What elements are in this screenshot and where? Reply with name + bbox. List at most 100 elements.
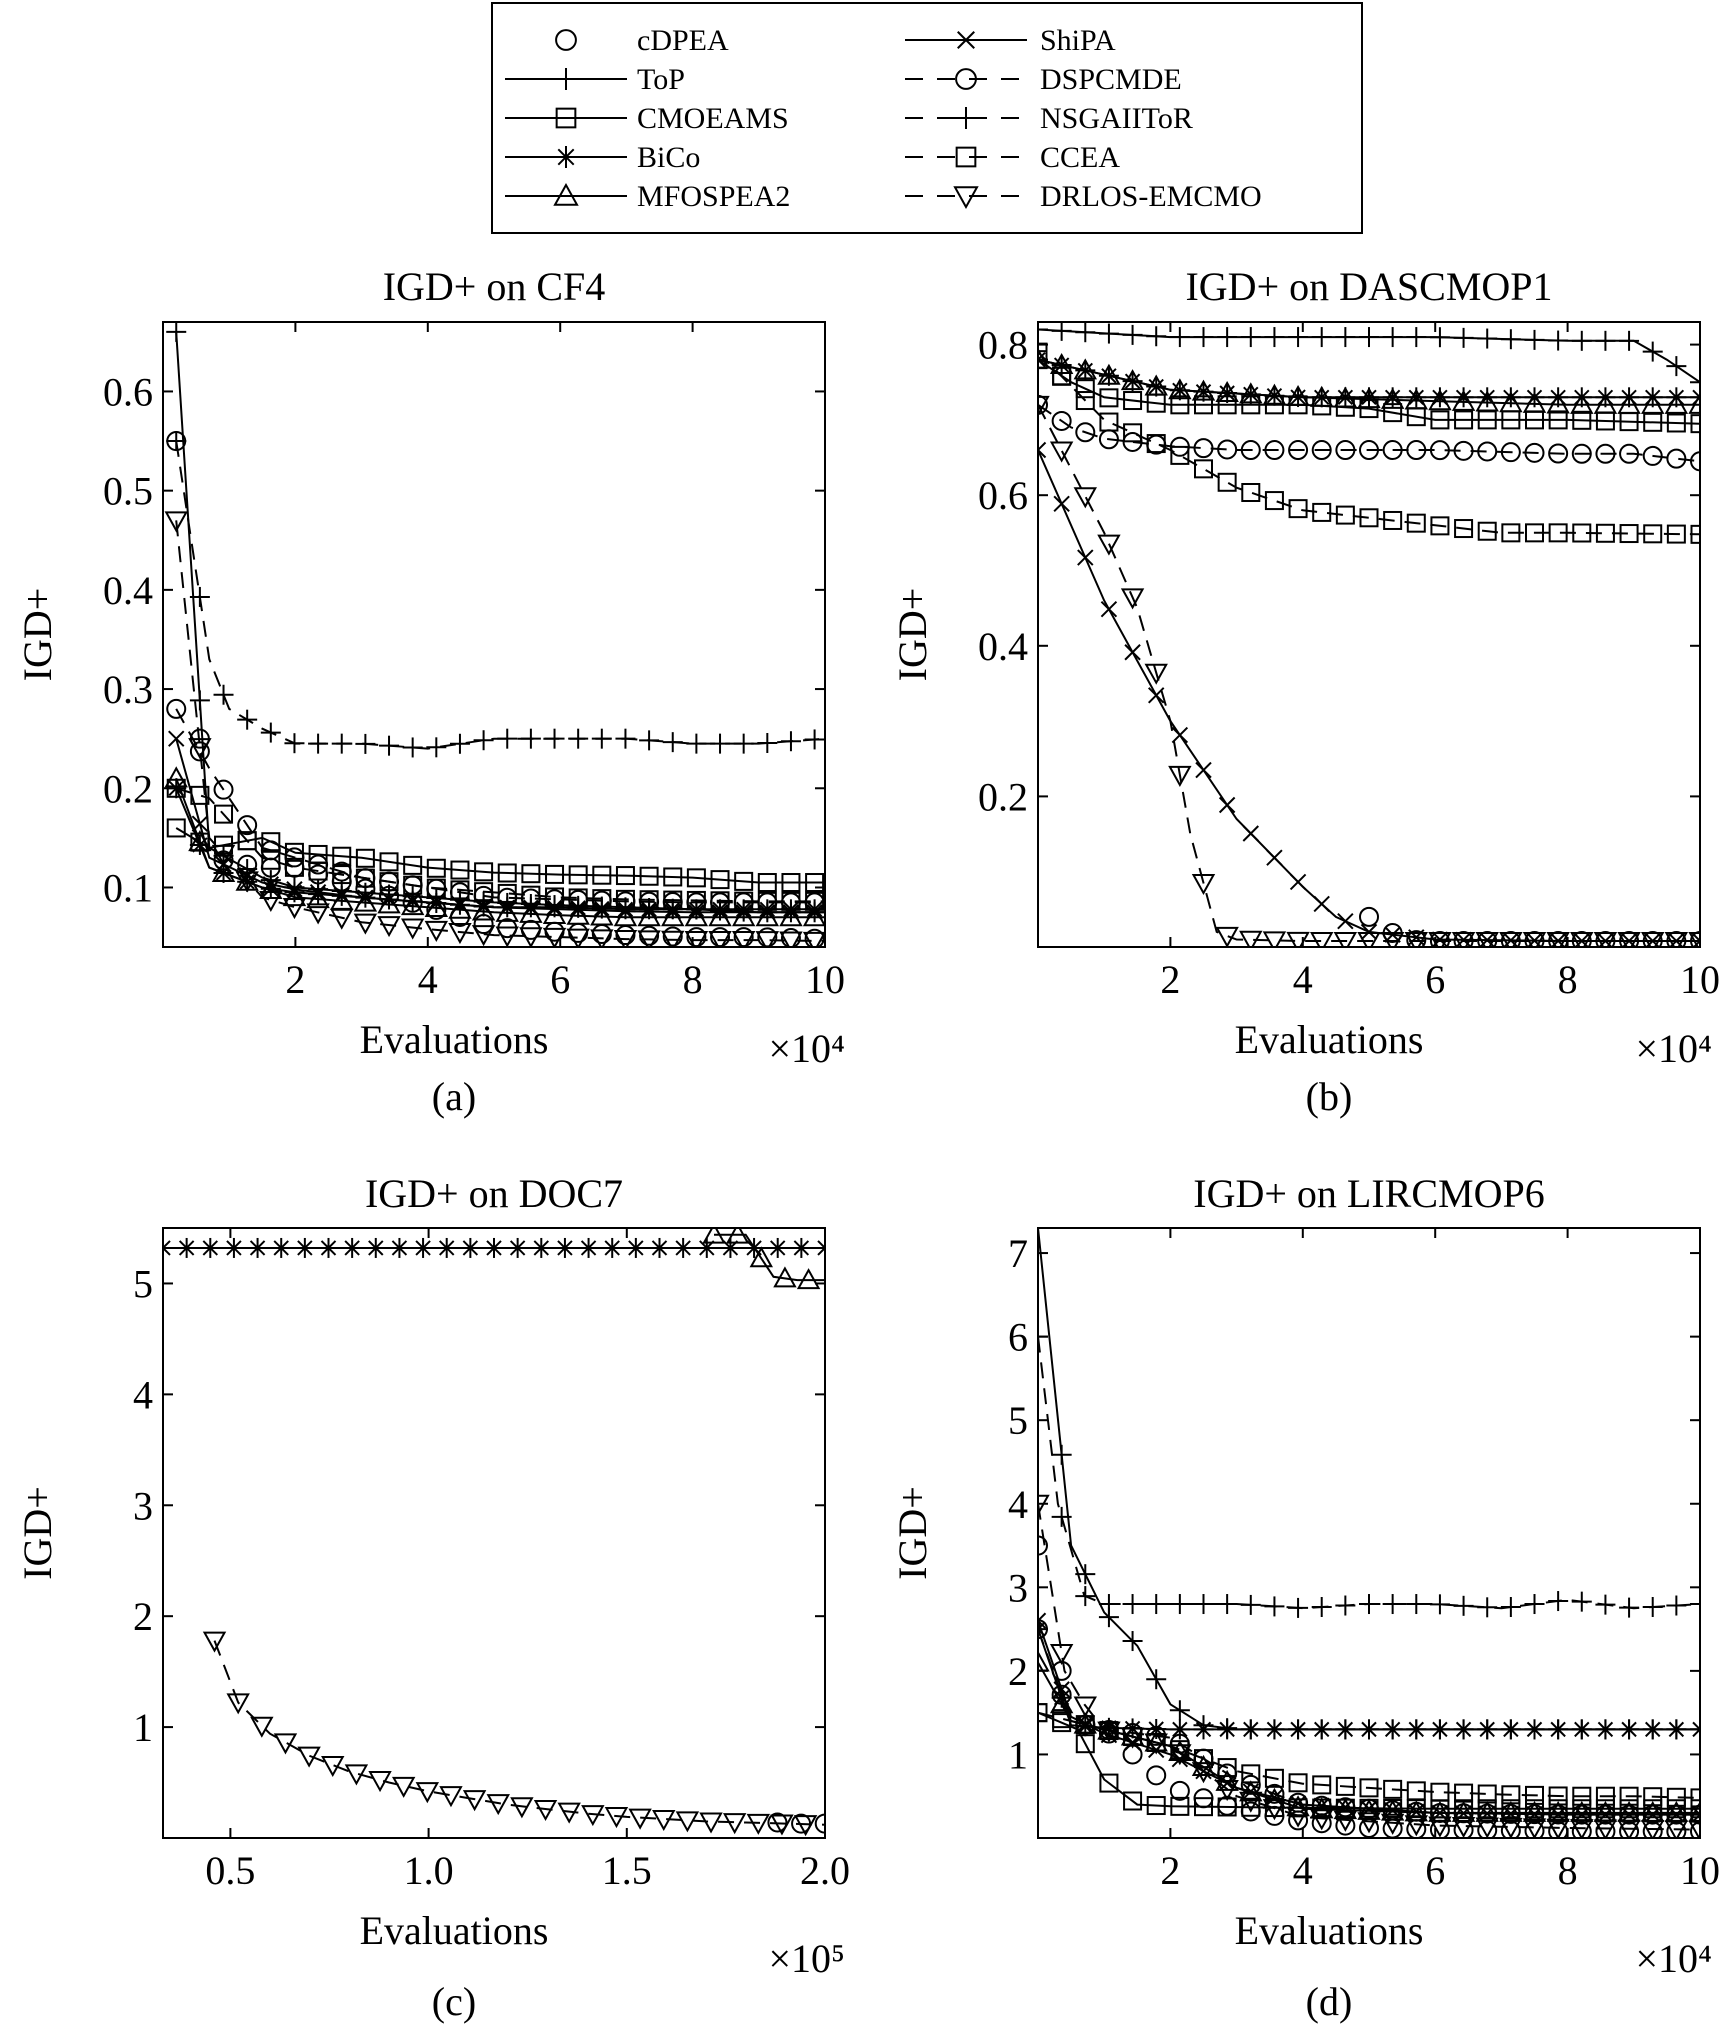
data-point [424, 920, 449, 942]
data-point [1215, 1780, 1239, 1802]
data-point [1146, 434, 1166, 454]
data-point [297, 1746, 321, 1768]
data-point [1595, 1719, 1616, 1740]
data-point [1170, 1796, 1190, 1816]
data-point [1548, 1821, 1569, 1838]
legend-marker-circle [955, 68, 977, 90]
data-point [1690, 1788, 1700, 1808]
data-point [581, 1805, 605, 1827]
data-point [1382, 1800, 1403, 1821]
series-line [1038, 1711, 1700, 1799]
data-point [533, 1799, 558, 1822]
data-point [639, 866, 659, 886]
data-point [497, 728, 518, 749]
data-point [1500, 1597, 1521, 1618]
data-point [1289, 873, 1307, 891]
data-point [1404, 388, 1428, 410]
x-axis-label: Evaluations [360, 1908, 549, 1953]
data-point [1120, 588, 1145, 610]
data-point [1571, 330, 1592, 351]
data-point [1194, 1749, 1213, 1769]
data-point [1429, 1594, 1450, 1615]
data-point [1570, 1819, 1594, 1838]
data-point [568, 888, 588, 908]
data-point [1455, 931, 1472, 947]
series-ccea [166, 778, 825, 911]
data-point [321, 1755, 345, 1778]
plot-frame [1037, 321, 1701, 948]
data-point [318, 1237, 339, 1258]
data-point [450, 860, 470, 880]
data-point [1451, 389, 1476, 411]
y-tick-label: 0.5 [103, 469, 153, 514]
data-point [1123, 1791, 1143, 1811]
data-point [1619, 1719, 1640, 1740]
data-point [1453, 327, 1474, 348]
series-line [1038, 404, 1700, 942]
y-tick-label: 3 [133, 1483, 153, 1528]
data-point [282, 898, 307, 920]
data-point [379, 735, 400, 756]
data-point [1241, 1797, 1261, 1817]
data-point [237, 815, 258, 836]
data-point [1240, 327, 1261, 348]
y-tick-label: 0.6 [978, 473, 1028, 518]
data-point [1499, 1817, 1523, 1838]
data-point [449, 733, 470, 754]
series-line [1038, 1628, 1700, 1731]
data-point [604, 1807, 629, 1829]
series-top [1038, 322, 1700, 393]
data-point [237, 709, 258, 730]
legend-marker-circle [555, 29, 577, 51]
legend-marker-x [957, 31, 975, 49]
data-point [188, 738, 212, 760]
data-point [520, 728, 541, 749]
data-point [1144, 374, 1168, 396]
x-tick-label: 1.0 [404, 1848, 454, 1893]
data-point [1453, 440, 1474, 461]
data-point [176, 1237, 197, 1258]
data-point [1428, 1816, 1452, 1838]
data-point [473, 914, 494, 935]
data-point [507, 1237, 528, 1258]
data-point [1593, 1819, 1618, 1838]
legend-marker-square [955, 146, 977, 168]
data-point [415, 1782, 440, 1804]
chart-title: IGD+ on CF4 [383, 264, 606, 309]
data-point [1666, 1595, 1687, 1616]
data-point [1312, 502, 1332, 522]
y-axis-label: IGD+ [890, 1486, 935, 1580]
data-point [1333, 1810, 1358, 1832]
data-point [1218, 796, 1236, 814]
data-point [1477, 1719, 1498, 1740]
data-point [357, 889, 374, 906]
data-point [757, 732, 778, 753]
data-point [1217, 472, 1237, 492]
data-point [1549, 932, 1567, 947]
plot-area [1038, 1228, 1700, 1838]
series-line [1038, 1503, 1700, 1831]
data-point [191, 815, 209, 832]
data-point [554, 1237, 575, 1258]
data-point [1122, 324, 1143, 345]
series-dspcmde [1038, 394, 1700, 472]
data-point [379, 872, 399, 892]
data-point [662, 732, 683, 753]
legend-marker-plus [555, 68, 577, 90]
data-point [1051, 1684, 1072, 1705]
data-point [1406, 513, 1426, 533]
data-point [652, 1809, 676, 1832]
plot-area [164, 322, 825, 947]
data-point [731, 931, 756, 947]
series-line [213, 1640, 825, 1826]
data-point [804, 729, 825, 750]
data-point [1038, 1650, 1050, 1672]
data-point [1169, 327, 1190, 348]
data-point [1619, 1786, 1639, 1806]
series-line [1038, 449, 1700, 942]
data-point [591, 923, 612, 944]
data-point [544, 728, 565, 749]
data-point [684, 931, 709, 947]
data-point [1522, 391, 1547, 413]
data-point [1193, 327, 1214, 348]
